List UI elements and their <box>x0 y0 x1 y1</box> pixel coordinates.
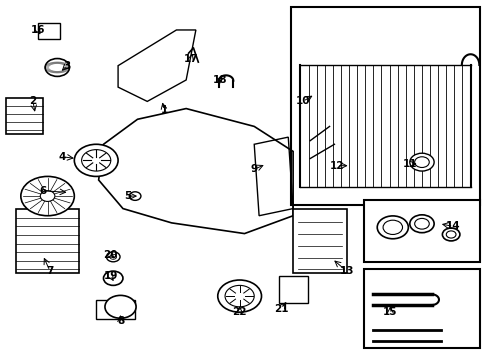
Bar <box>16 208 79 273</box>
Text: 17: 17 <box>183 54 198 64</box>
Circle shape <box>81 150 111 171</box>
Bar <box>363 269 479 348</box>
Circle shape <box>409 153 433 171</box>
Text: 13: 13 <box>339 266 353 276</box>
Text: 8: 8 <box>117 316 124 326</box>
Text: 16: 16 <box>31 25 45 35</box>
Text: 7: 7 <box>46 266 54 276</box>
Text: 10: 10 <box>295 96 309 107</box>
Text: 2: 2 <box>29 96 37 107</box>
Text: 18: 18 <box>212 75 227 85</box>
Circle shape <box>446 231 455 238</box>
Bar <box>278 276 307 303</box>
Text: 20: 20 <box>103 250 118 260</box>
Circle shape <box>414 219 428 229</box>
Text: 3: 3 <box>63 61 70 71</box>
Circle shape <box>106 252 120 262</box>
Bar <box>290 7 479 205</box>
Text: 4: 4 <box>59 152 66 162</box>
Circle shape <box>105 296 136 318</box>
Bar <box>38 23 60 39</box>
Circle shape <box>442 228 459 241</box>
Circle shape <box>414 157 428 167</box>
Bar <box>363 200 479 262</box>
Circle shape <box>103 271 122 285</box>
Circle shape <box>110 254 116 259</box>
Text: 22: 22 <box>232 307 246 317</box>
Circle shape <box>21 176 74 216</box>
Bar <box>6 98 42 134</box>
Text: 11: 11 <box>402 159 416 169</box>
Text: 15: 15 <box>382 307 397 317</box>
Circle shape <box>224 285 254 307</box>
Bar <box>292 208 346 273</box>
Text: 6: 6 <box>39 186 46 196</box>
Circle shape <box>409 215 433 233</box>
Text: 19: 19 <box>103 271 118 282</box>
Text: 21: 21 <box>273 303 287 314</box>
Circle shape <box>376 216 407 239</box>
Circle shape <box>74 144 118 176</box>
Bar <box>96 300 135 319</box>
Text: 9: 9 <box>250 164 257 174</box>
Circle shape <box>382 220 402 234</box>
Text: 14: 14 <box>446 221 460 231</box>
Circle shape <box>40 191 55 202</box>
Circle shape <box>217 280 261 312</box>
Text: 12: 12 <box>329 161 344 171</box>
Circle shape <box>45 59 69 76</box>
Text: 5: 5 <box>124 191 131 201</box>
Circle shape <box>129 192 141 201</box>
Text: 1: 1 <box>161 105 167 115</box>
